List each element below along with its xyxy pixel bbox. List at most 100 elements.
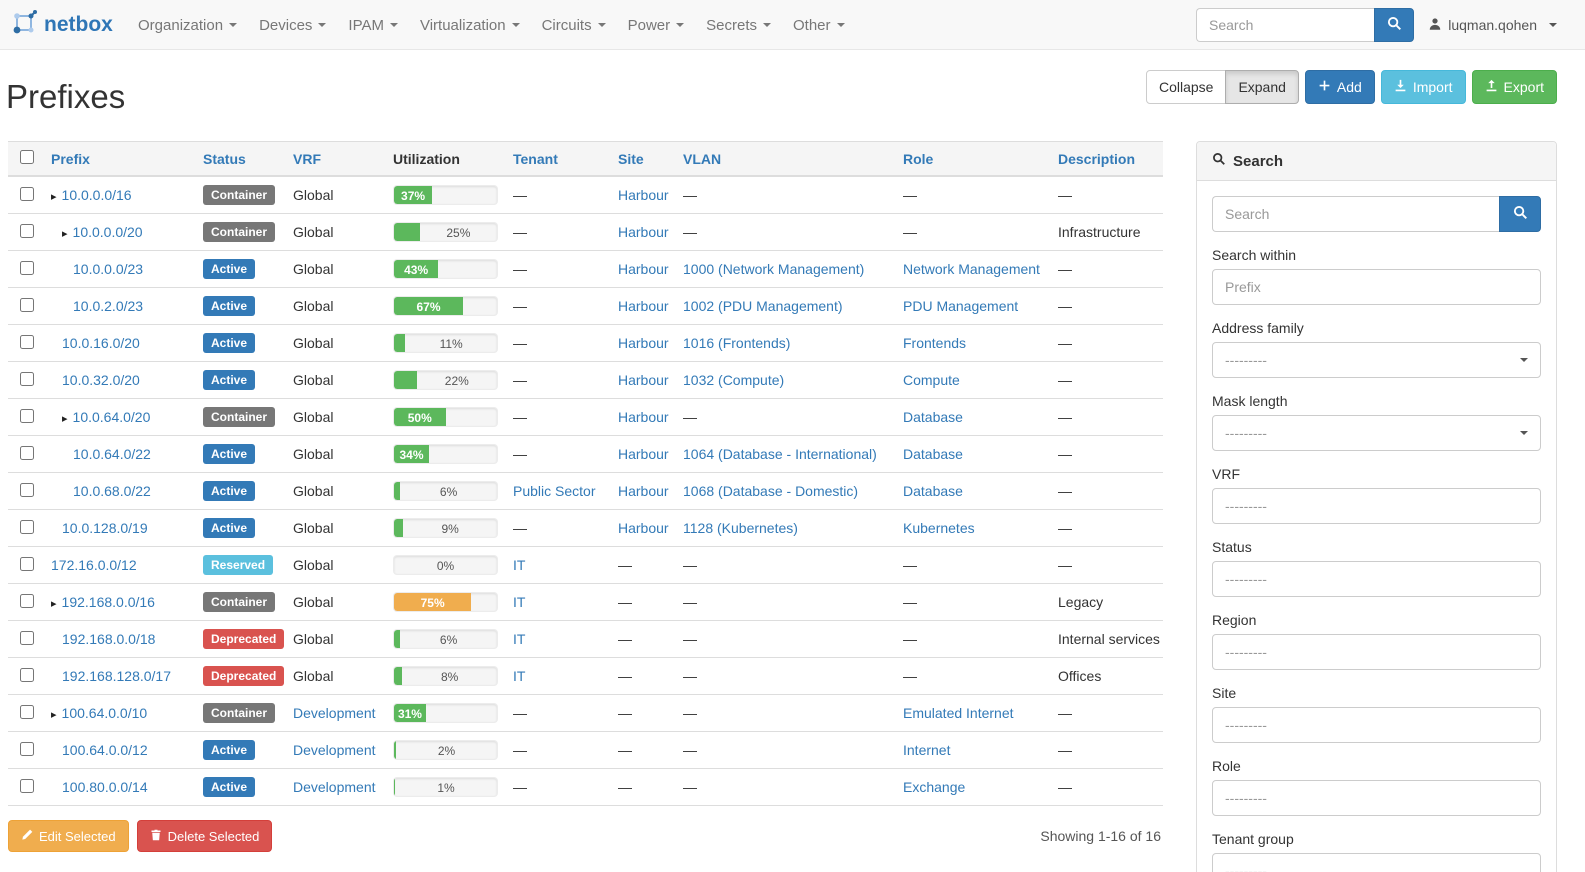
site-link[interactable]: Harbour <box>618 483 669 499</box>
expand-arrow-icon[interactable]: ▸ <box>62 413 68 425</box>
vrf-link[interactable]: Development <box>293 779 376 795</box>
site-link[interactable]: Harbour <box>618 409 669 425</box>
column-header-status[interactable]: Status <box>203 150 246 167</box>
vlan-link[interactable]: 1002 (PDU Management) <box>683 298 843 314</box>
vlan-link[interactable]: 1032 (Compute) <box>683 372 785 388</box>
edit-selected-button[interactable]: Edit Selected <box>8 820 129 852</box>
filter-mask-length-select[interactable]: --------- <box>1212 415 1541 451</box>
role-link[interactable]: Exchange <box>903 779 966 795</box>
site-link[interactable]: Harbour <box>618 298 669 314</box>
row-checkbox[interactable] <box>20 482 34 497</box>
site-link[interactable]: Harbour <box>618 372 669 388</box>
tenant-link[interactable]: Public Sector <box>513 483 596 499</box>
nav-item-other[interactable]: Other <box>793 16 831 34</box>
add-button[interactable]: Add <box>1304 70 1375 104</box>
prefix-link[interactable]: 10.0.32.0/20 <box>62 372 140 388</box>
select-all-checkbox[interactable] <box>20 150 34 164</box>
netbox-brand[interactable]: netbox <box>10 0 113 50</box>
column-header-role[interactable]: Role <box>903 150 934 167</box>
collapse-button[interactable]: Collapse <box>1145 70 1227 104</box>
expand-arrow-icon[interactable]: ▸ <box>51 191 57 203</box>
column-header-vrf[interactable]: VRF <box>293 150 321 167</box>
role-link[interactable]: Compute <box>903 372 960 388</box>
filter-status-select[interactable]: --------- <box>1212 561 1541 597</box>
nav-item-ipam[interactable]: IPAM <box>348 16 384 34</box>
nav-item-circuits[interactable]: Circuits <box>541 16 592 34</box>
prefix-link[interactable]: 10.0.68.0/22 <box>73 483 151 499</box>
site-link[interactable]: Harbour <box>618 520 669 536</box>
vlan-link[interactable]: 1000 (Network Management) <box>683 261 865 277</box>
prefix-link[interactable]: 10.0.64.0/20 <box>72 409 151 425</box>
global-search-input[interactable] <box>1196 8 1374 42</box>
nav-item-power[interactable]: Power <box>627 16 671 34</box>
role-link[interactable]: Database <box>903 446 963 462</box>
filter-search-input[interactable] <box>1212 196 1499 232</box>
import-button[interactable]: Import <box>1380 70 1466 104</box>
column-header-prefix[interactable]: Prefix <box>51 150 90 167</box>
tenant-link[interactable]: IT <box>513 668 526 684</box>
row-checkbox[interactable] <box>20 445 34 460</box>
prefix-link[interactable]: 10.0.64.0/22 <box>73 446 151 462</box>
site-link[interactable]: Harbour <box>618 446 669 462</box>
role-link[interactable]: Emulated Internet <box>903 705 1014 721</box>
tenant-link[interactable]: IT <box>513 631 526 647</box>
prefix-link[interactable]: 10.0.0.0/23 <box>73 261 144 277</box>
prefix-link[interactable]: 10.0.0.0/16 <box>61 187 132 203</box>
role-link[interactable]: Database <box>903 483 963 499</box>
filter-region-select[interactable]: --------- <box>1212 634 1541 670</box>
filter-address-family-select[interactable]: --------- <box>1212 342 1541 378</box>
site-link[interactable]: Harbour <box>618 224 669 240</box>
role-link[interactable]: Internet <box>903 742 951 758</box>
row-checkbox[interactable] <box>20 186 34 201</box>
nav-item-secrets[interactable]: Secrets <box>706 16 757 34</box>
user-menu[interactable]: luqman.qohen <box>1428 0 1557 50</box>
site-link[interactable]: Harbour <box>618 335 669 351</box>
row-checkbox[interactable] <box>20 630 34 645</box>
vlan-link[interactable]: 1128 (Kubernetes) <box>683 520 798 536</box>
export-button[interactable]: Export <box>1471 70 1557 104</box>
column-header-site[interactable]: Site <box>618 150 644 167</box>
role-link[interactable]: Kubernetes <box>903 520 975 536</box>
filter-tenant-group-select[interactable]: --------- <box>1212 853 1541 872</box>
filter-vrf-select[interactable]: --------- <box>1212 488 1541 524</box>
row-checkbox[interactable] <box>20 778 34 793</box>
nav-item-devices[interactable]: Devices <box>259 16 313 34</box>
role-link[interactable]: Frontends <box>903 335 967 351</box>
role-link[interactable]: Network Management <box>903 261 1040 277</box>
row-checkbox[interactable] <box>20 741 34 756</box>
filter-search-button[interactable] <box>1499 196 1541 232</box>
vlan-link[interactable]: 1016 (Frontends) <box>683 335 791 351</box>
prefix-link[interactable]: 10.0.128.0/19 <box>62 520 148 536</box>
row-checkbox[interactable] <box>20 371 34 386</box>
tenant-link[interactable]: IT <box>513 594 526 610</box>
expand-button[interactable]: Expand <box>1225 70 1299 104</box>
row-checkbox[interactable] <box>20 260 34 275</box>
prefix-link[interactable]: 100.64.0.0/10 <box>61 705 148 721</box>
site-link[interactable]: Harbour <box>618 261 669 277</box>
prefix-link[interactable]: 192.168.0.0/16 <box>61 594 155 610</box>
row-checkbox[interactable] <box>20 519 34 534</box>
row-checkbox[interactable] <box>20 334 34 349</box>
expand-arrow-icon[interactable]: ▸ <box>51 709 57 721</box>
row-checkbox[interactable] <box>20 704 34 719</box>
vlan-link[interactable]: 1064 (Database - International) <box>683 446 877 462</box>
prefix-link[interactable]: 192.168.0.0/18 <box>62 631 156 647</box>
nav-item-virtualization[interactable]: Virtualization <box>419 16 506 34</box>
prefix-link[interactable]: 100.80.0.0/14 <box>62 779 148 795</box>
column-header-description[interactable]: Description <box>1058 150 1136 167</box>
global-search-button[interactable] <box>1374 8 1414 42</box>
prefix-link[interactable]: 192.168.128.0/17 <box>62 668 171 684</box>
vrf-link[interactable]: Development <box>293 705 376 721</box>
expand-arrow-icon[interactable]: ▸ <box>51 598 57 610</box>
column-header-vlan[interactable]: VLAN <box>683 150 722 167</box>
nav-item-organization[interactable]: Organization <box>138 16 224 34</box>
expand-arrow-icon[interactable]: ▸ <box>62 228 68 240</box>
vlan-link[interactable]: 1068 (Database - Domestic) <box>683 483 859 499</box>
column-header-tenant[interactable]: Tenant <box>513 150 558 167</box>
role-link[interactable]: PDU Management <box>903 298 1019 314</box>
prefix-link[interactable]: 100.64.0.0/12 <box>62 742 148 758</box>
site-link[interactable]: Harbour <box>618 187 669 203</box>
tenant-link[interactable]: IT <box>513 557 526 573</box>
filter-role-select[interactable]: --------- <box>1212 780 1541 816</box>
row-checkbox[interactable] <box>20 297 34 312</box>
